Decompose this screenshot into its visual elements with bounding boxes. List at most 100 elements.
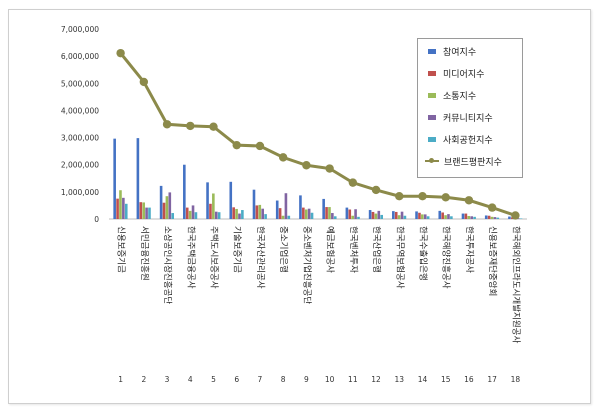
x-index-label: 18 <box>511 375 521 384</box>
bar <box>467 216 471 219</box>
legend-label: 참여지수 <box>443 47 477 58</box>
bar <box>325 207 328 219</box>
bar <box>122 197 125 219</box>
bar <box>194 212 198 219</box>
bar <box>394 211 398 219</box>
bar <box>348 209 352 219</box>
bar <box>264 214 267 219</box>
bar <box>307 208 311 219</box>
x-index-label: 5 <box>211 375 216 384</box>
x-index-label: 16 <box>464 375 474 384</box>
bar <box>447 214 450 219</box>
bar <box>484 215 488 219</box>
line-point <box>441 193 450 202</box>
x-category-label: 한국해외인프라도시개발지원공사 <box>510 226 521 343</box>
line-point <box>325 164 334 173</box>
line-point <box>116 48 125 58</box>
bar <box>473 216 476 219</box>
bar <box>299 195 302 219</box>
line-point <box>232 140 241 150</box>
bar <box>238 213 241 219</box>
line-point <box>139 77 149 87</box>
bar <box>392 211 395 219</box>
legend-item-media: 미디어지수 <box>428 66 484 80</box>
bar-marks <box>113 138 523 219</box>
legend-label: 사회공헌지수 <box>443 135 493 146</box>
legend-item-social-contribution: 사회공헌지수 <box>428 132 493 146</box>
bar <box>191 205 195 219</box>
line-point <box>255 141 265 151</box>
x-category-label: 기술보증기금 <box>232 226 242 273</box>
x-index-label: 8 <box>281 375 286 384</box>
legend-label: 소통지수 <box>443 91 477 102</box>
legend-label: 미디어지수 <box>443 69 485 80</box>
x-category-label: 신용보증기금 <box>116 226 126 273</box>
x-category-label: 중소벤처기업진흥공단 <box>301 226 312 304</box>
bar <box>423 214 427 219</box>
x-index-label: 12 <box>371 375 381 384</box>
bar <box>438 210 442 219</box>
bar <box>397 215 401 219</box>
bar <box>310 212 314 219</box>
bar <box>322 198 325 219</box>
x-index-label: 6 <box>234 375 239 384</box>
y-tick-label: 3,000,000 <box>61 134 99 143</box>
x-category-label: 한국주택금융공사 <box>185 226 196 289</box>
bar <box>171 213 175 219</box>
legend-item-communication: 소통지수 <box>428 88 476 102</box>
bar <box>496 217 500 219</box>
bar <box>284 193 288 219</box>
bar <box>142 202 145 219</box>
bar <box>461 213 465 219</box>
x-index-label: 7 <box>258 375 263 384</box>
line-point <box>464 196 474 205</box>
bar <box>357 216 360 219</box>
legend-item-participation: 참여지수 <box>428 44 476 58</box>
y-tick-label: 0 <box>94 215 99 224</box>
x-index-label: 14 <box>418 375 428 384</box>
line-point <box>209 122 218 131</box>
bar <box>450 216 453 219</box>
x-category-label: 한국벤처투자 <box>348 226 359 273</box>
line-point <box>278 153 288 162</box>
bar <box>214 211 218 219</box>
bar <box>421 214 424 219</box>
line-point <box>371 185 381 195</box>
bar <box>159 185 163 219</box>
bar <box>400 211 404 219</box>
line-point <box>348 178 358 187</box>
bar <box>206 182 209 219</box>
bar <box>162 202 166 219</box>
category-labels: 신용보증기금 1 서민금융진흥원 2 소상공인시장진흥공단 3 한국주택금융공사 4 주택도시보… <box>116 226 522 384</box>
bar <box>119 190 122 219</box>
bar <box>232 207 235 219</box>
bar <box>116 198 119 219</box>
bar <box>209 203 212 219</box>
bar <box>217 212 221 219</box>
bar <box>258 204 262 219</box>
bar <box>261 208 264 219</box>
legend-swatch <box>425 158 439 163</box>
x-index-label: 1 <box>118 375 123 384</box>
bar <box>302 207 305 219</box>
x-category-label: 신용보증재단중앙회 <box>487 226 498 296</box>
bar <box>113 138 116 219</box>
legend-item-community: 커뮤니티지수 <box>428 110 493 124</box>
bar <box>415 211 418 219</box>
y-tick-label: 5,000,000 <box>61 79 99 88</box>
legend-swatch <box>428 70 436 76</box>
y-tick-label: 2,000,000 <box>61 161 99 170</box>
bar <box>139 202 143 219</box>
line-point <box>418 192 427 201</box>
bar <box>333 216 337 219</box>
bar <box>368 210 372 219</box>
bar <box>241 210 244 219</box>
x-category-label: 한국자산관리공사 <box>255 226 266 289</box>
bar <box>490 216 494 219</box>
bar <box>255 205 259 219</box>
bar <box>183 164 186 219</box>
bar <box>328 207 331 219</box>
x-index-label: 9 <box>304 375 309 384</box>
x-index-label: 3 <box>165 375 170 384</box>
